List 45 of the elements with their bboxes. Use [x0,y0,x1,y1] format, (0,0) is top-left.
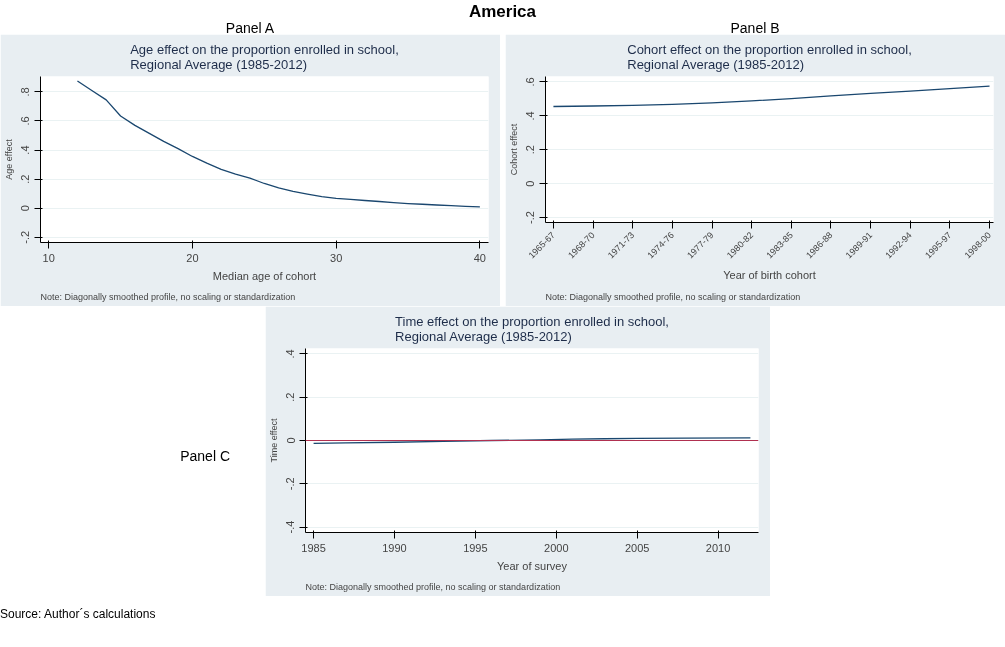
y-tick-label: .6 [19,116,32,126]
text: Panel B [730,19,780,38]
x-tick-label: 20 [186,251,199,264]
text: America [468,1,537,23]
line-series [76,80,481,208]
x-tick-label: 2010 [705,541,731,554]
x-tick-label: 1990 [382,541,407,554]
y-tick-label: -.2 [19,230,32,244]
y-tick-label: 0 [524,180,537,187]
chart-title: Age effect on the proportion enrolled in school, Regional Average (1985-2012) [130,41,399,72]
text: Panel A [225,19,275,38]
y-tick-label: -.2 [524,211,537,224]
y-tick-label: .4 [284,349,297,359]
y-axis-title: Age effect [3,138,14,180]
y-tick-label: .2 [284,392,297,402]
y-tick-label: -.4 [284,520,297,534]
y-tick-label: -.2 [284,477,297,491]
chart-title: Time effect on the proportion enrolled in school, Regional Average (1985-2012) [395,313,669,344]
y-axis-title: Cohort effect [508,123,519,176]
x-tick-label: 30 [330,251,343,264]
text: Note: Diagonally smoothed profile, no scaling or standardization [40,291,296,302]
y-tick-label: .4 [524,111,537,121]
y-tick-label: .6 [524,77,537,87]
x-axis-title: Median age of cohort [212,269,317,282]
y-tick-label: .8 [19,87,32,97]
x-tick-label: 1985 [301,541,326,554]
source-note: Source: Author´s calculations [0,606,156,623]
chart-title: Cohort effect on the proportion enrolled in school, Regional Average (1985-2012) [627,41,912,72]
x-tick-label: 2000 [544,541,569,554]
x-tick-label: 10 [42,251,55,264]
text: Note: Diagonally smoothed profile, no scaling or standardization [545,291,801,302]
y-tick-label: .2 [524,145,537,155]
x-tick-label: 1995 [463,541,488,554]
x-tick-label: 2005 [624,541,650,554]
y-tick-label: .4 [19,145,32,155]
x-tick-label: 40 [473,251,487,264]
line-series [552,85,991,108]
x-axis-title: Year of birth cohort [723,269,816,282]
y-tick-label: 0 [19,205,32,212]
y-tick-label: 0 [284,437,297,444]
text: Panel C [180,447,230,466]
x-axis-title: Year of survey [497,559,568,572]
y-axis-title: Time effect [268,417,279,463]
y-tick-label: .2 [19,174,32,184]
text: Note: Diagonally smoothed profile, no scaling or standardization [305,581,561,592]
